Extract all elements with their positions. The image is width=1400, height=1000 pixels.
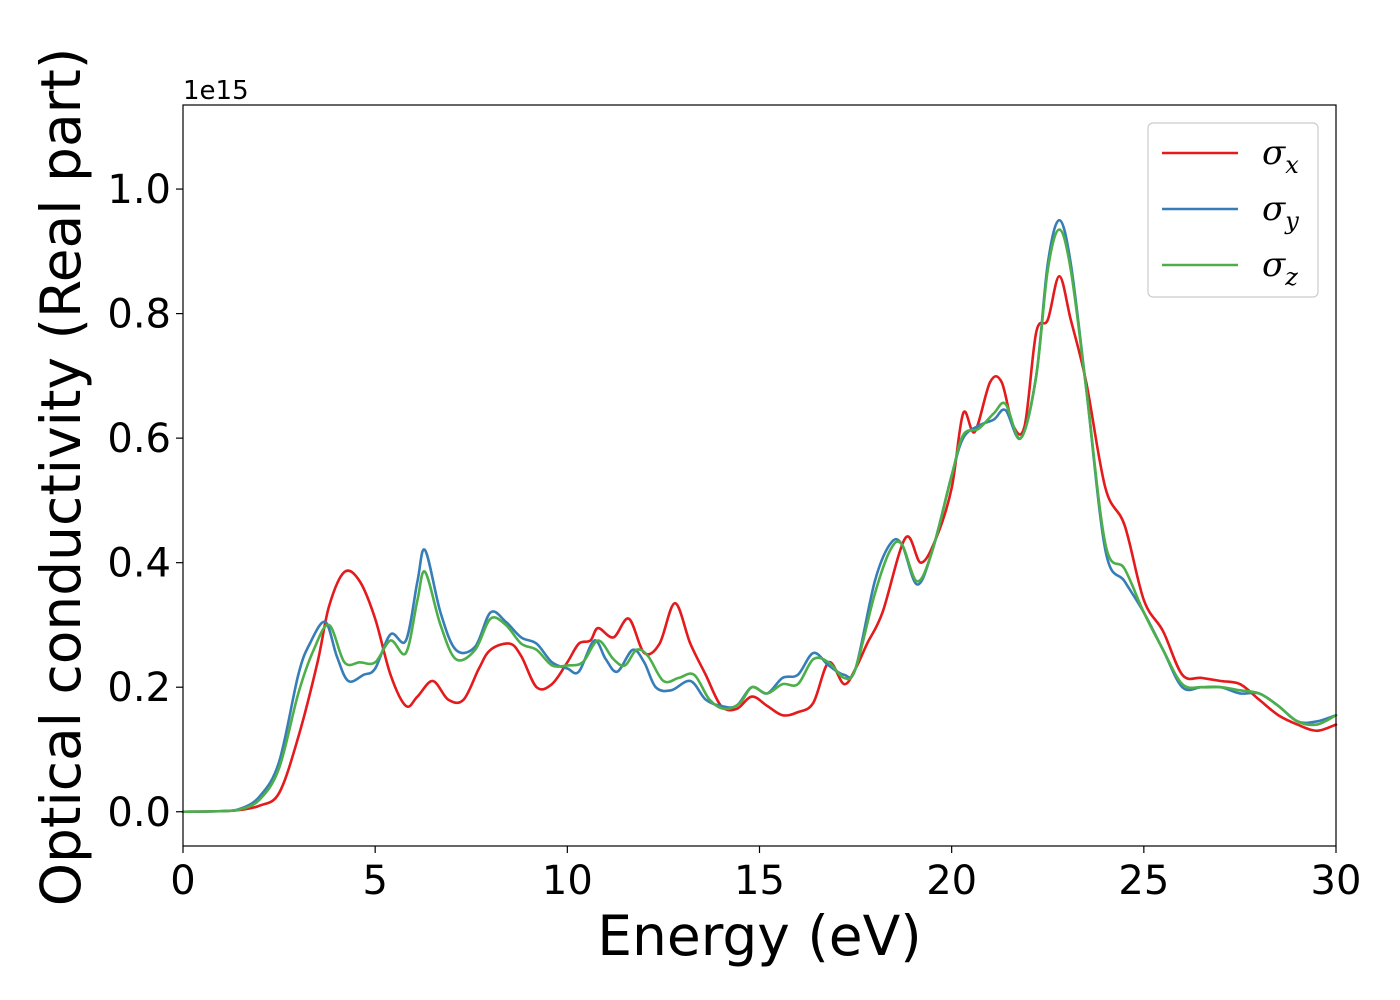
y-axis-label: Optical conductivity (Real part) bbox=[29, 48, 93, 907]
x-tick-label: 5 bbox=[362, 858, 387, 904]
legend: σx σy σz bbox=[1147, 122, 1319, 298]
series-line-x bbox=[181, 274, 1338, 814]
y-tick-label: 0.4 bbox=[107, 541, 171, 587]
x-axis-ticks: 0 5 10 15 20 25 30 bbox=[170, 846, 1361, 904]
x-axis-label: Energy (eV) bbox=[597, 904, 921, 968]
y-tick-label: 0.8 bbox=[107, 292, 171, 338]
y-tick-label: 0.2 bbox=[107, 665, 171, 711]
x-tick-label: 15 bbox=[734, 858, 785, 904]
series-layer bbox=[181, 218, 1338, 814]
x-tick-label: 20 bbox=[926, 858, 977, 904]
series-line-z bbox=[181, 228, 1338, 814]
y-axis-ticks: 0.0 0.2 0.4 0.6 0.8 1.0 bbox=[107, 167, 183, 836]
x-tick-label: 0 bbox=[170, 858, 195, 904]
legend-entries: σx σy σz bbox=[1162, 133, 1299, 291]
y-tick-label: 1.0 bbox=[107, 167, 171, 213]
y-offset-text: 1e15 bbox=[183, 76, 249, 106]
y-tick-label: 0.0 bbox=[107, 790, 171, 836]
x-tick-label: 30 bbox=[1311, 858, 1362, 904]
y-tick-label: 0.6 bbox=[107, 416, 171, 462]
legend-label-z: σz bbox=[1262, 245, 1298, 291]
legend-label-y: σy bbox=[1262, 189, 1299, 235]
x-tick-label: 25 bbox=[1118, 858, 1169, 904]
legend-label-x: σx bbox=[1262, 133, 1299, 179]
x-tick-label: 10 bbox=[542, 858, 593, 904]
